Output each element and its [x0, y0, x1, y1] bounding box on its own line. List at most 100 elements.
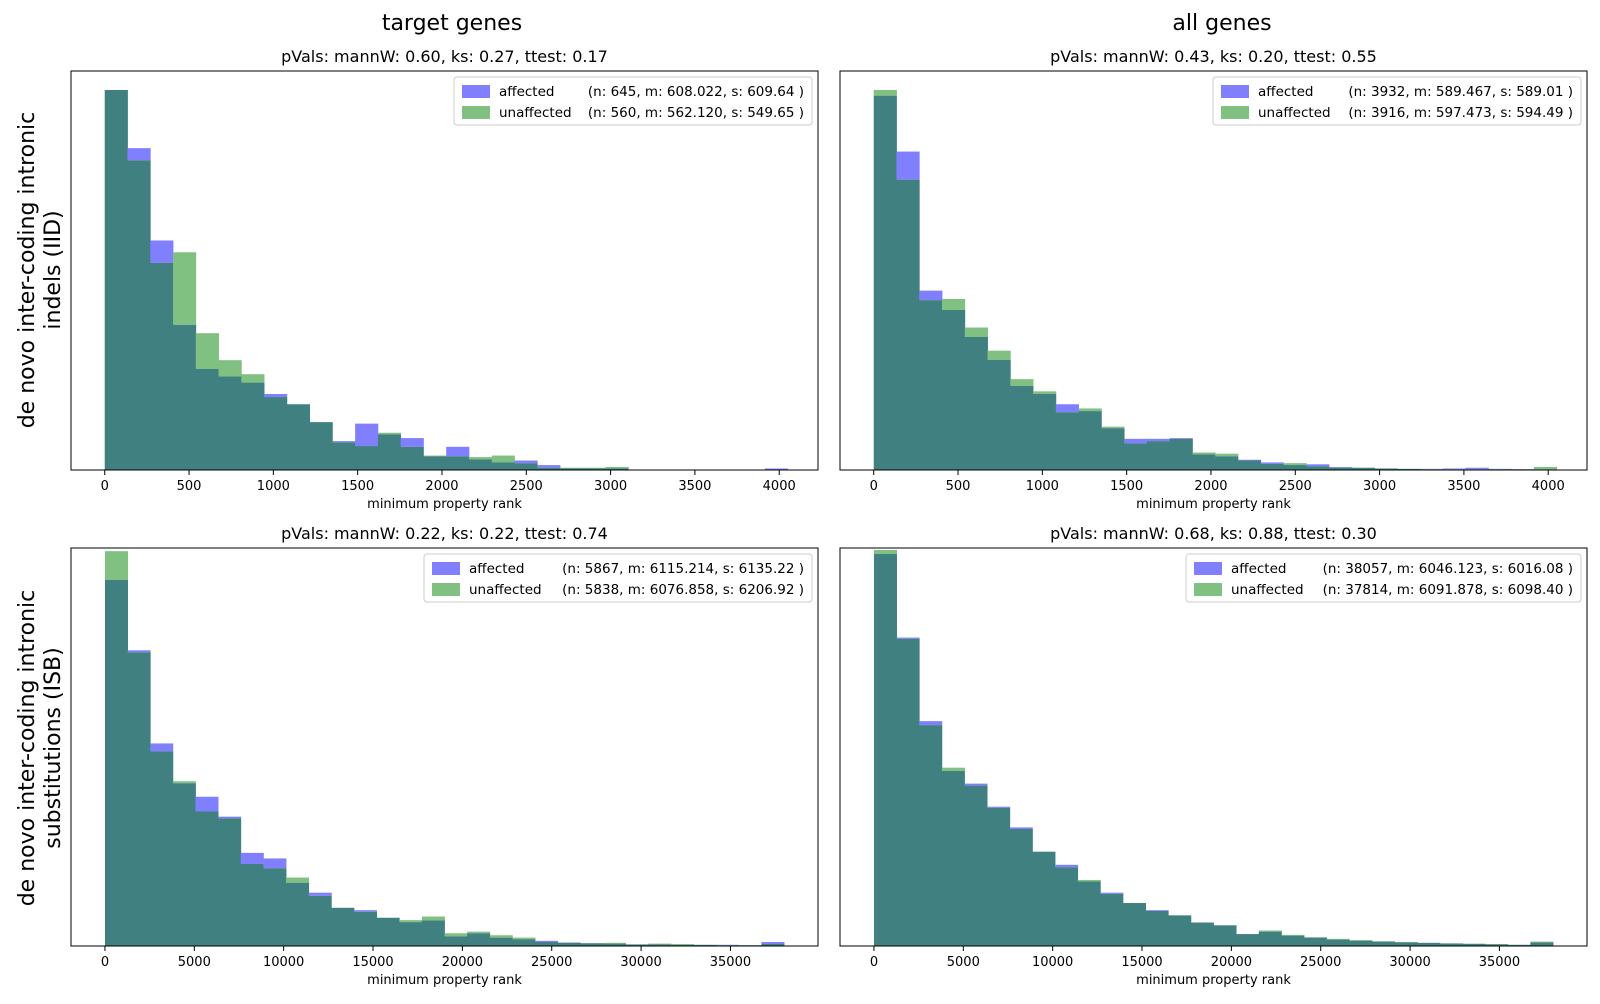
x-tick-label: 5000: [178, 955, 211, 970]
affected-bar: [150, 240, 173, 262]
overlap-bar: [355, 446, 378, 470]
affected-bar: [446, 447, 469, 457]
unaffected-legend-swatch: [462, 106, 490, 119]
unaffected-bar: [1033, 391, 1056, 394]
affected-bar: [896, 152, 919, 180]
overlap-bar: [469, 459, 492, 470]
overlap-bar: [1530, 942, 1553, 946]
affected-bar: [1124, 439, 1147, 444]
affected-legend-stats: (n: 3932, m: 589.467, s: 589.01 ): [1348, 84, 1573, 100]
overlap-bar: [286, 883, 309, 946]
overlap-bar: [492, 462, 515, 470]
overlap-bar: [1283, 465, 1306, 470]
affected-bar: [1147, 439, 1170, 441]
x-tick-label: 0: [101, 955, 109, 970]
overlap-bar: [1215, 456, 1238, 470]
x-tick-label: 3500: [1447, 479, 1480, 494]
overlap-bar: [1010, 386, 1033, 470]
overlap-bar: [173, 325, 196, 470]
overlap-bar: [241, 383, 264, 470]
overlap-bar: [1192, 454, 1215, 470]
affected-bar: [263, 858, 286, 868]
overlap-bar: [942, 310, 965, 470]
unaffected-bar: [241, 374, 264, 382]
affected-bar: [1056, 404, 1079, 412]
x-tick-label: 500: [177, 479, 202, 494]
x-axis-label: minimum property rank: [1136, 973, 1291, 988]
x-tick-label: 35000: [710, 955, 751, 970]
unaffected-bar: [378, 433, 401, 435]
overlap-bar: [987, 808, 1010, 946]
overlap-bar: [514, 463, 537, 470]
legend: affected(n: 5867, m: 6115.214, s: 6135.2…: [424, 554, 812, 602]
unaffected-bar: [422, 917, 445, 921]
legend: affected(n: 645, m: 608.022, s: 609.64 )…: [454, 77, 812, 125]
unaffected-bar: [467, 932, 490, 934]
x-tick-label: 2000: [1194, 479, 1227, 494]
unaffected-bar: [1010, 379, 1033, 386]
x-tick-label: 1500: [1110, 479, 1143, 494]
overlap-bar: [1123, 903, 1146, 946]
unaffected-bar: [942, 768, 965, 771]
row-label-isb-line2: substitutions (ISB): [41, 647, 66, 848]
unaffected-legend-stats: (n: 5838, m: 6076.858, s: 6206.92 ): [562, 582, 804, 598]
overlap-bar: [354, 912, 377, 946]
overlap-bar: [218, 818, 241, 946]
overlap-bar: [1033, 394, 1056, 470]
overlap-bar: [241, 864, 264, 946]
unaffected-bar: [196, 333, 219, 369]
panel-title: pVals: mannW: 0.60, ks: 0.27, ttest: 0.1…: [281, 47, 608, 66]
overlap-bar: [105, 580, 128, 946]
unaffected-bar: [286, 878, 309, 883]
overlap-bar: [467, 933, 490, 946]
unaffected-bar: [445, 933, 468, 936]
x-tick-label: 25000: [531, 955, 572, 970]
overlap-bar: [1236, 934, 1259, 946]
legend: affected(n: 3932, m: 589.467, s: 589.01 …: [1213, 77, 1581, 125]
affected-legend-swatch: [462, 85, 490, 98]
panel-title: pVals: mannW: 0.43, ks: 0.20, ttest: 0.5…: [1050, 47, 1377, 66]
affected-bar: [1443, 468, 1466, 469]
unaffected-bar: [492, 456, 515, 463]
unaffected-bar: [583, 468, 606, 469]
unaffected-bar: [988, 351, 1011, 360]
panel-title: pVals: mannW: 0.68, ks: 0.88, ttest: 0.3…: [1050, 524, 1377, 543]
overlap-bar: [150, 751, 173, 946]
unaffected-bar: [469, 457, 492, 459]
unaffected-bar: [965, 328, 988, 338]
overlap-bar: [1327, 940, 1350, 946]
x-axis-label: minimum property rank: [367, 973, 522, 988]
affected-bar: [1010, 827, 1033, 829]
x-tick-label: 10000: [263, 955, 304, 970]
overlap-bar: [535, 942, 558, 946]
affected-bar: [537, 465, 560, 468]
affected-bar: [150, 743, 173, 751]
affected-legend-label: affected: [1231, 561, 1286, 577]
unaffected-bar: [1281, 935, 1304, 936]
unaffected-legend-stats: (n: 560, m: 562.120, s: 549.65 ): [588, 105, 804, 121]
unaffected-bar: [1192, 453, 1215, 455]
overlap-bar: [1170, 439, 1193, 470]
unaffected-legend-swatch: [1194, 583, 1222, 596]
overlap-bar: [942, 771, 965, 946]
x-tick-label: 15000: [1121, 955, 1162, 970]
unaffected-bar: [1259, 930, 1282, 931]
overlap-bar: [1306, 466, 1329, 470]
overlap-bar: [332, 442, 355, 470]
overlap-bar: [446, 456, 469, 470]
affected-legend-swatch: [1221, 85, 1249, 98]
unaffected-bar: [606, 467, 629, 469]
overlap-bar: [196, 369, 219, 470]
affected-bar: [1329, 467, 1352, 468]
overlap-bar: [1100, 894, 1123, 946]
overlap-bar: [105, 90, 128, 470]
x-tick-label: 20000: [1211, 955, 1252, 970]
column-title-target-genes: target genes: [382, 11, 522, 36]
overlap-bar: [399, 922, 422, 946]
overlap-bar: [196, 811, 219, 946]
affected-bar: [1100, 893, 1123, 894]
x-tick-label: 10000: [1032, 955, 1073, 970]
affected-bar: [1146, 910, 1169, 911]
x-tick-label: 0: [870, 479, 878, 494]
overlap-bar: [1259, 932, 1282, 946]
